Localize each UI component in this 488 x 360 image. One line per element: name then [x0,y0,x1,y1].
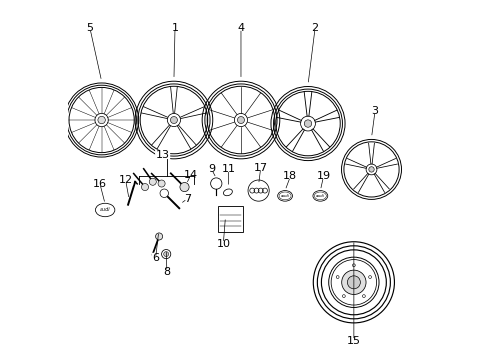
Text: 10: 10 [216,239,230,248]
Text: 19: 19 [316,171,330,181]
Text: 7: 7 [183,194,190,204]
Text: 18: 18 [283,171,297,181]
Circle shape [304,120,311,127]
Circle shape [237,117,244,123]
Circle shape [98,116,105,124]
Circle shape [352,264,355,267]
Text: 17: 17 [253,163,267,173]
Text: 16: 16 [93,179,107,189]
Circle shape [368,167,373,172]
Circle shape [155,233,163,240]
Text: audi: audi [280,194,289,198]
Text: 3: 3 [371,106,378,116]
Text: 13: 13 [155,150,169,160]
Circle shape [336,276,338,279]
Text: 2: 2 [311,23,318,33]
Circle shape [160,189,168,198]
Text: 8: 8 [163,267,170,277]
Text: 1: 1 [171,23,178,33]
Text: 15: 15 [346,336,360,346]
Circle shape [163,252,168,257]
Circle shape [362,295,365,297]
Circle shape [141,184,148,190]
Circle shape [368,276,371,279]
Circle shape [346,276,360,289]
Circle shape [158,180,165,187]
Text: 14: 14 [183,170,198,180]
Circle shape [170,117,177,123]
Circle shape [180,183,189,192]
Text: 9: 9 [208,165,215,174]
Circle shape [149,178,156,185]
Text: 4: 4 [237,23,244,33]
Text: audi: audi [315,194,324,198]
Text: 12: 12 [118,175,132,185]
Circle shape [342,295,345,297]
Text: 11: 11 [221,165,235,174]
Text: audi: audi [100,207,110,212]
Text: 6: 6 [152,253,159,263]
Text: 5: 5 [86,23,93,33]
Circle shape [341,270,366,294]
